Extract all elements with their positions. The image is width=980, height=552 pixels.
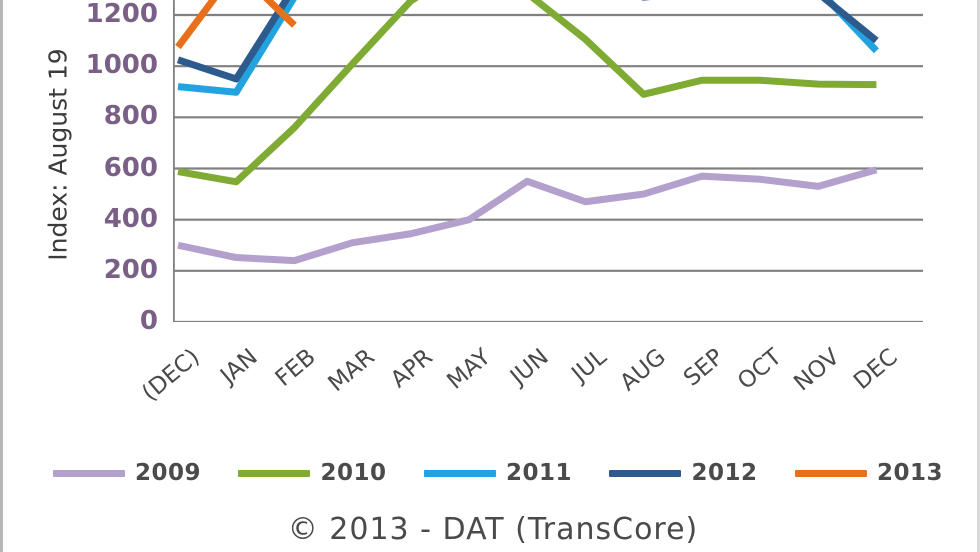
chart-legend: 2009 2010 2011 2012 2013 [53, 452, 943, 494]
legend-item-2013[interactable]: 2013 [794, 460, 943, 486]
legend-swatch-icon [53, 469, 125, 477]
legend-item-2009[interactable]: 2009 [53, 460, 201, 486]
y-axis-tick-labels: 1200 1000 800 600 400 200 0 [58, 0, 158, 334]
legend-label: 2012 [691, 460, 758, 486]
legend-item-2012[interactable]: 2012 [609, 460, 757, 486]
legend-label: 2011 [505, 460, 572, 486]
y-tick-label: 1200 [85, 0, 158, 29]
y-tick-label: 600 [103, 152, 158, 183]
legend-swatch-icon [423, 469, 496, 477]
legend-swatch-icon [609, 469, 682, 477]
y-tick-label: 200 [103, 254, 158, 285]
plot-area [173, 0, 923, 322]
x-axis-tick-labels: (DEC) JAN FEB MAR APR MAY JUN JUL AUG SEP OCT NOV DE… [137, 330, 923, 425]
legend-swatch-icon [794, 469, 867, 477]
legend-swatch-icon [238, 469, 311, 477]
series-line-2010 [177, 0, 877, 186]
legend-label: 2013 [876, 460, 943, 486]
chart-caption: © 2013 - DAT (TransCore) [287, 512, 699, 547]
legend-item-2010[interactable]: 2010 [238, 460, 386, 486]
y-tick-label: 400 [103, 203, 158, 234]
y-tick-label: 800 [103, 101, 158, 132]
legend-label: 2009 [135, 460, 202, 486]
y-tick-label: 1000 [85, 50, 158, 81]
chart-svg [173, 0, 923, 322]
y-tick-label: 0 [139, 306, 158, 336]
series-line-2013 [175, 0, 297, 50]
series-line-2009 [177, 166, 878, 265]
legend-item-2011[interactable]: 2011 [423, 460, 572, 486]
legend-label: 2010 [320, 460, 387, 486]
